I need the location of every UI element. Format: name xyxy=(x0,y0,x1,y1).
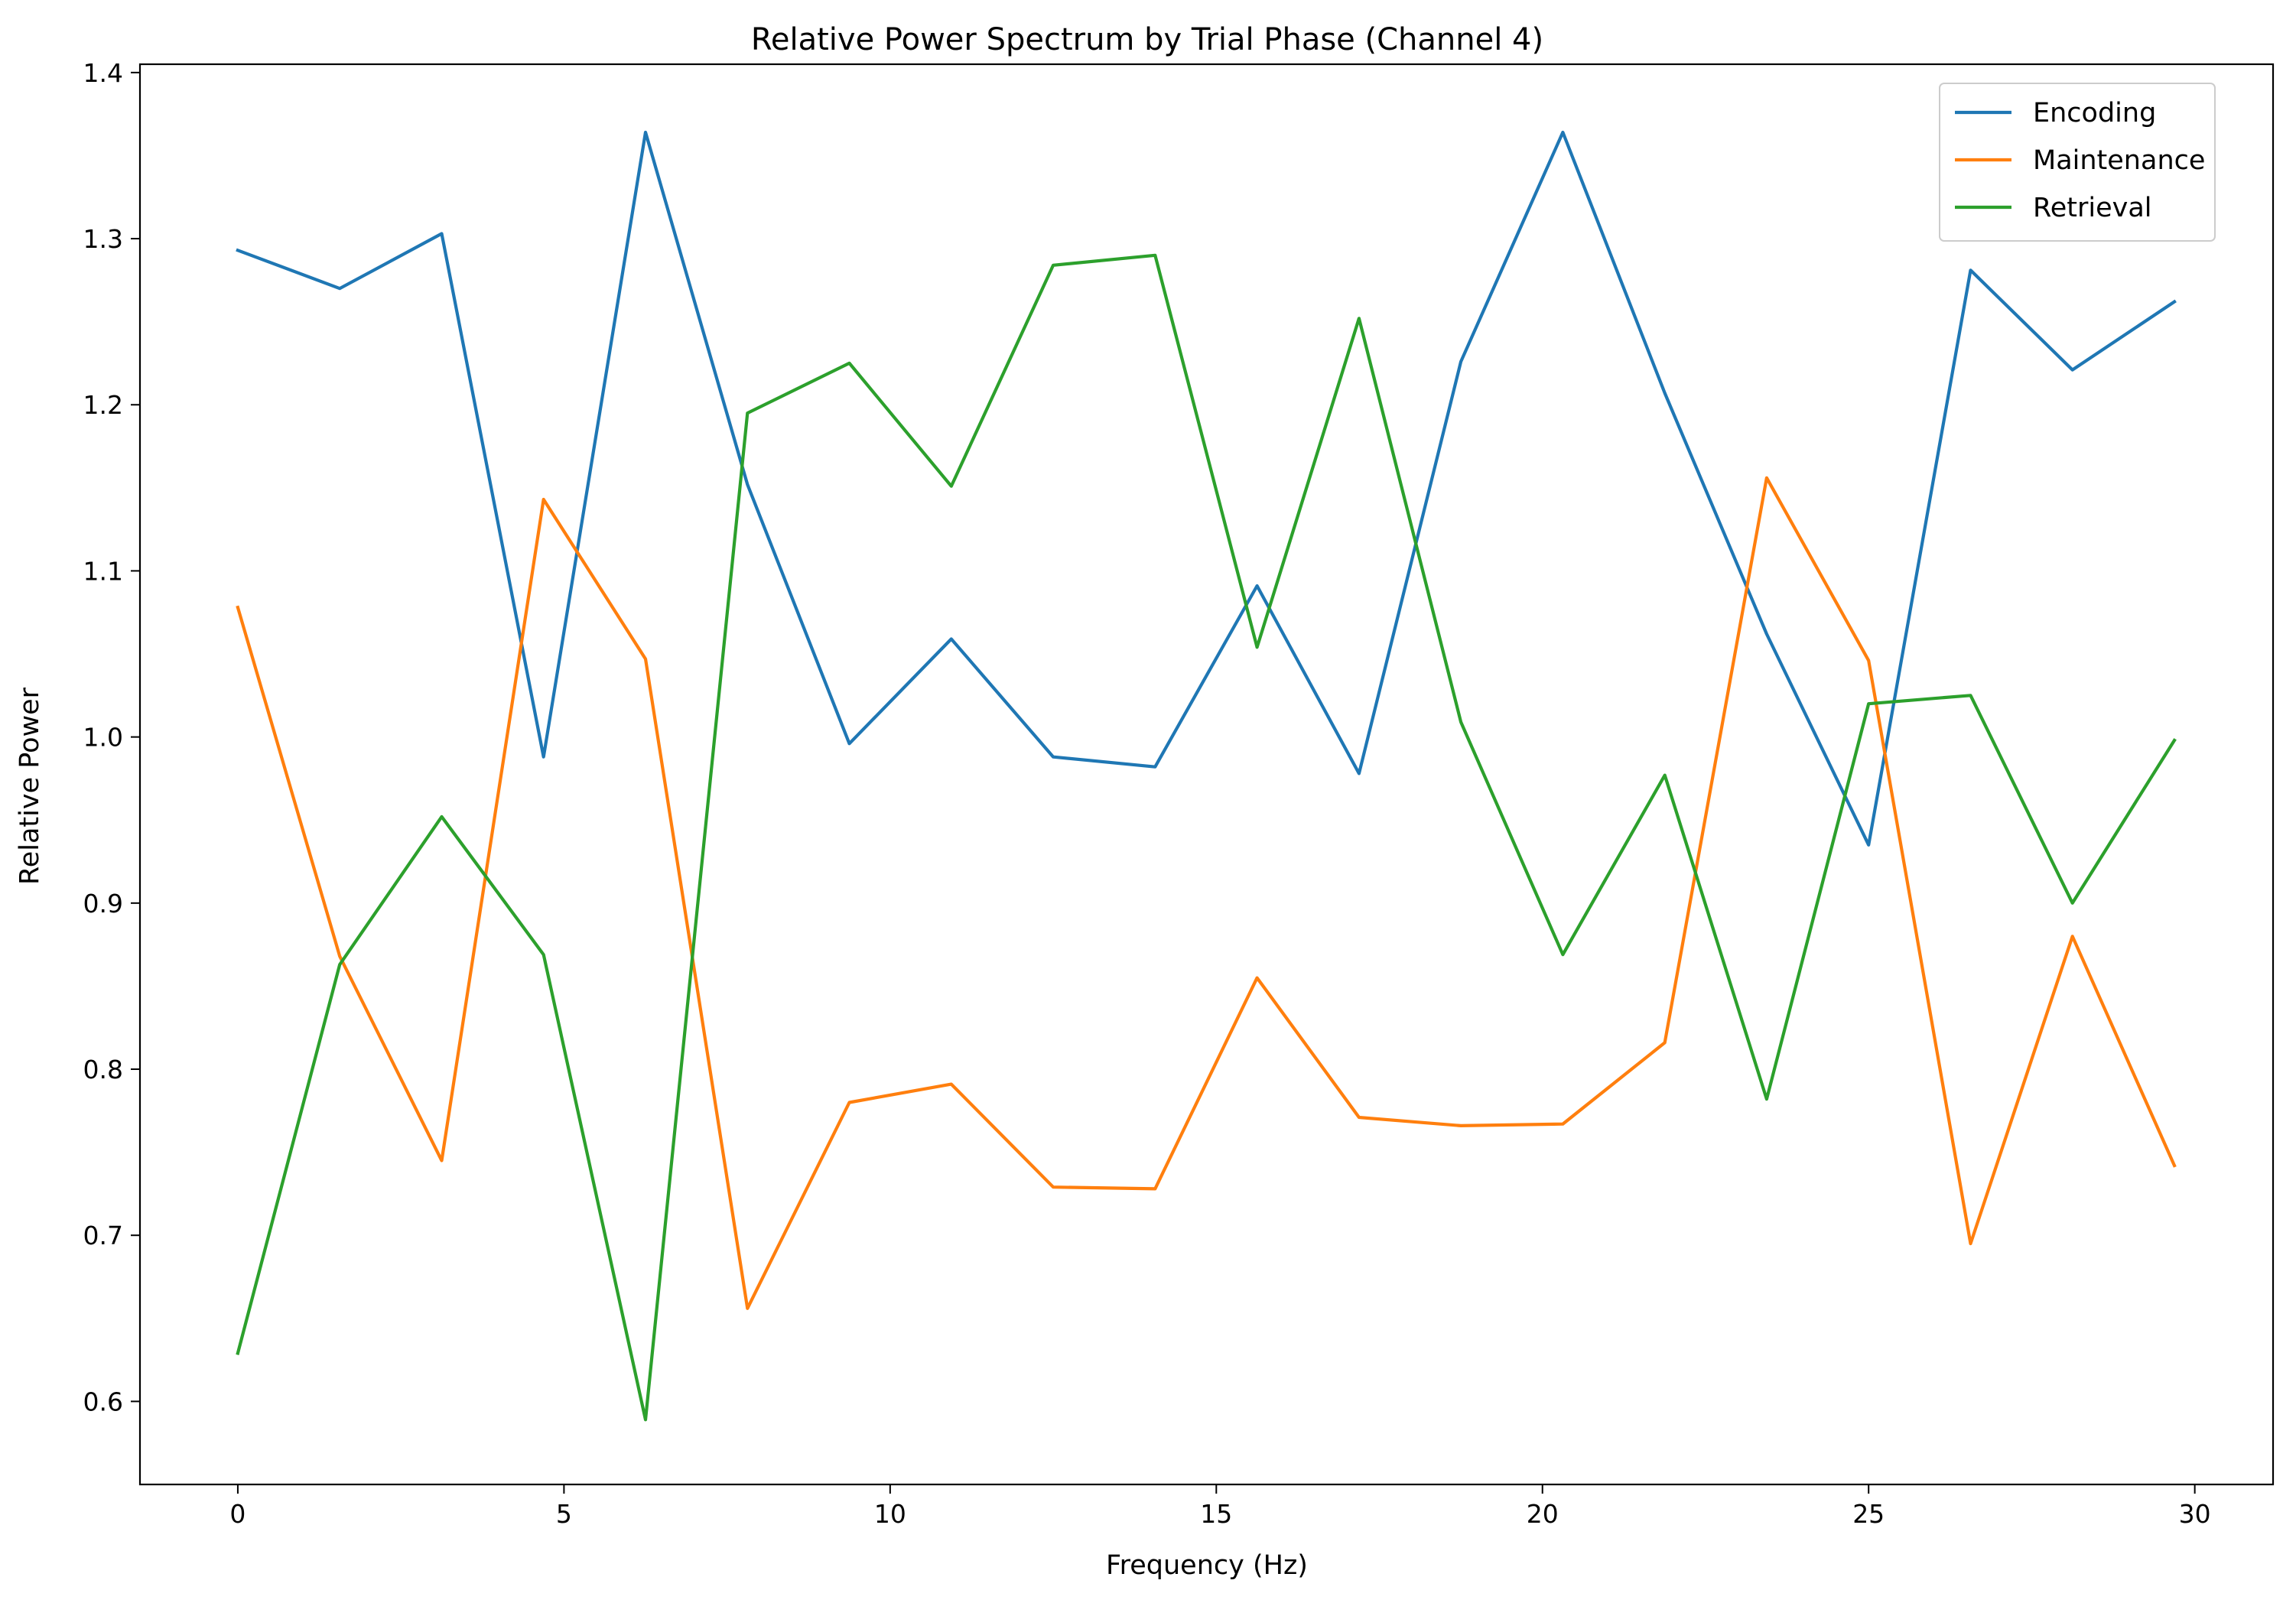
y-tick-label: 1.0 xyxy=(83,723,123,753)
x-tick-label: 30 xyxy=(2179,1499,2211,1529)
legend-label-maintenance: Maintenance xyxy=(2033,145,2205,176)
legend-box xyxy=(1939,83,2216,242)
x-tick-label: 0 xyxy=(229,1499,246,1529)
legend-label-retrieval: Retrieval xyxy=(2033,193,2152,223)
y-axis-label: Relative Power xyxy=(15,687,45,885)
y-tick-label: 0.9 xyxy=(83,889,123,919)
x-tick-label: 10 xyxy=(874,1499,906,1529)
x-axis-label: Frequency (Hz) xyxy=(1106,1550,1308,1581)
plot-area: 0 5 10 15 20 25 30 0.6 0.7 0.8 0.9 1.0 1.1 1.2 1.3 1.4 xyxy=(83,58,2275,1529)
chart-title: Relative Power Spectrum by Trial Phase (… xyxy=(751,22,1543,57)
y-tick-label: 0.8 xyxy=(83,1055,123,1084)
series-line-maintenance xyxy=(236,476,2177,1310)
x-tick-label: 25 xyxy=(1852,1499,1885,1529)
series-line-encoding xyxy=(236,130,2177,847)
y-tick-label: 1.2 xyxy=(83,390,123,420)
y-tick-label: 1.4 xyxy=(83,58,123,88)
legend-label-encoding: Encoding xyxy=(2033,98,2156,128)
y-tick-label: 0.7 xyxy=(83,1221,123,1250)
y-tick-label: 1.3 xyxy=(83,224,123,254)
legend: Encoding Maintenance Retrieval xyxy=(1939,83,2216,242)
x-tick-label: 15 xyxy=(1200,1499,1232,1529)
x-tick-label: 20 xyxy=(1527,1499,1559,1529)
y-tick-label: 1.1 xyxy=(83,556,123,586)
series-line-retrieval xyxy=(236,253,2177,1422)
plot-frame xyxy=(138,63,2275,1486)
y-tick-label: 0.6 xyxy=(83,1387,123,1416)
x-tick-label: 5 xyxy=(556,1499,572,1529)
